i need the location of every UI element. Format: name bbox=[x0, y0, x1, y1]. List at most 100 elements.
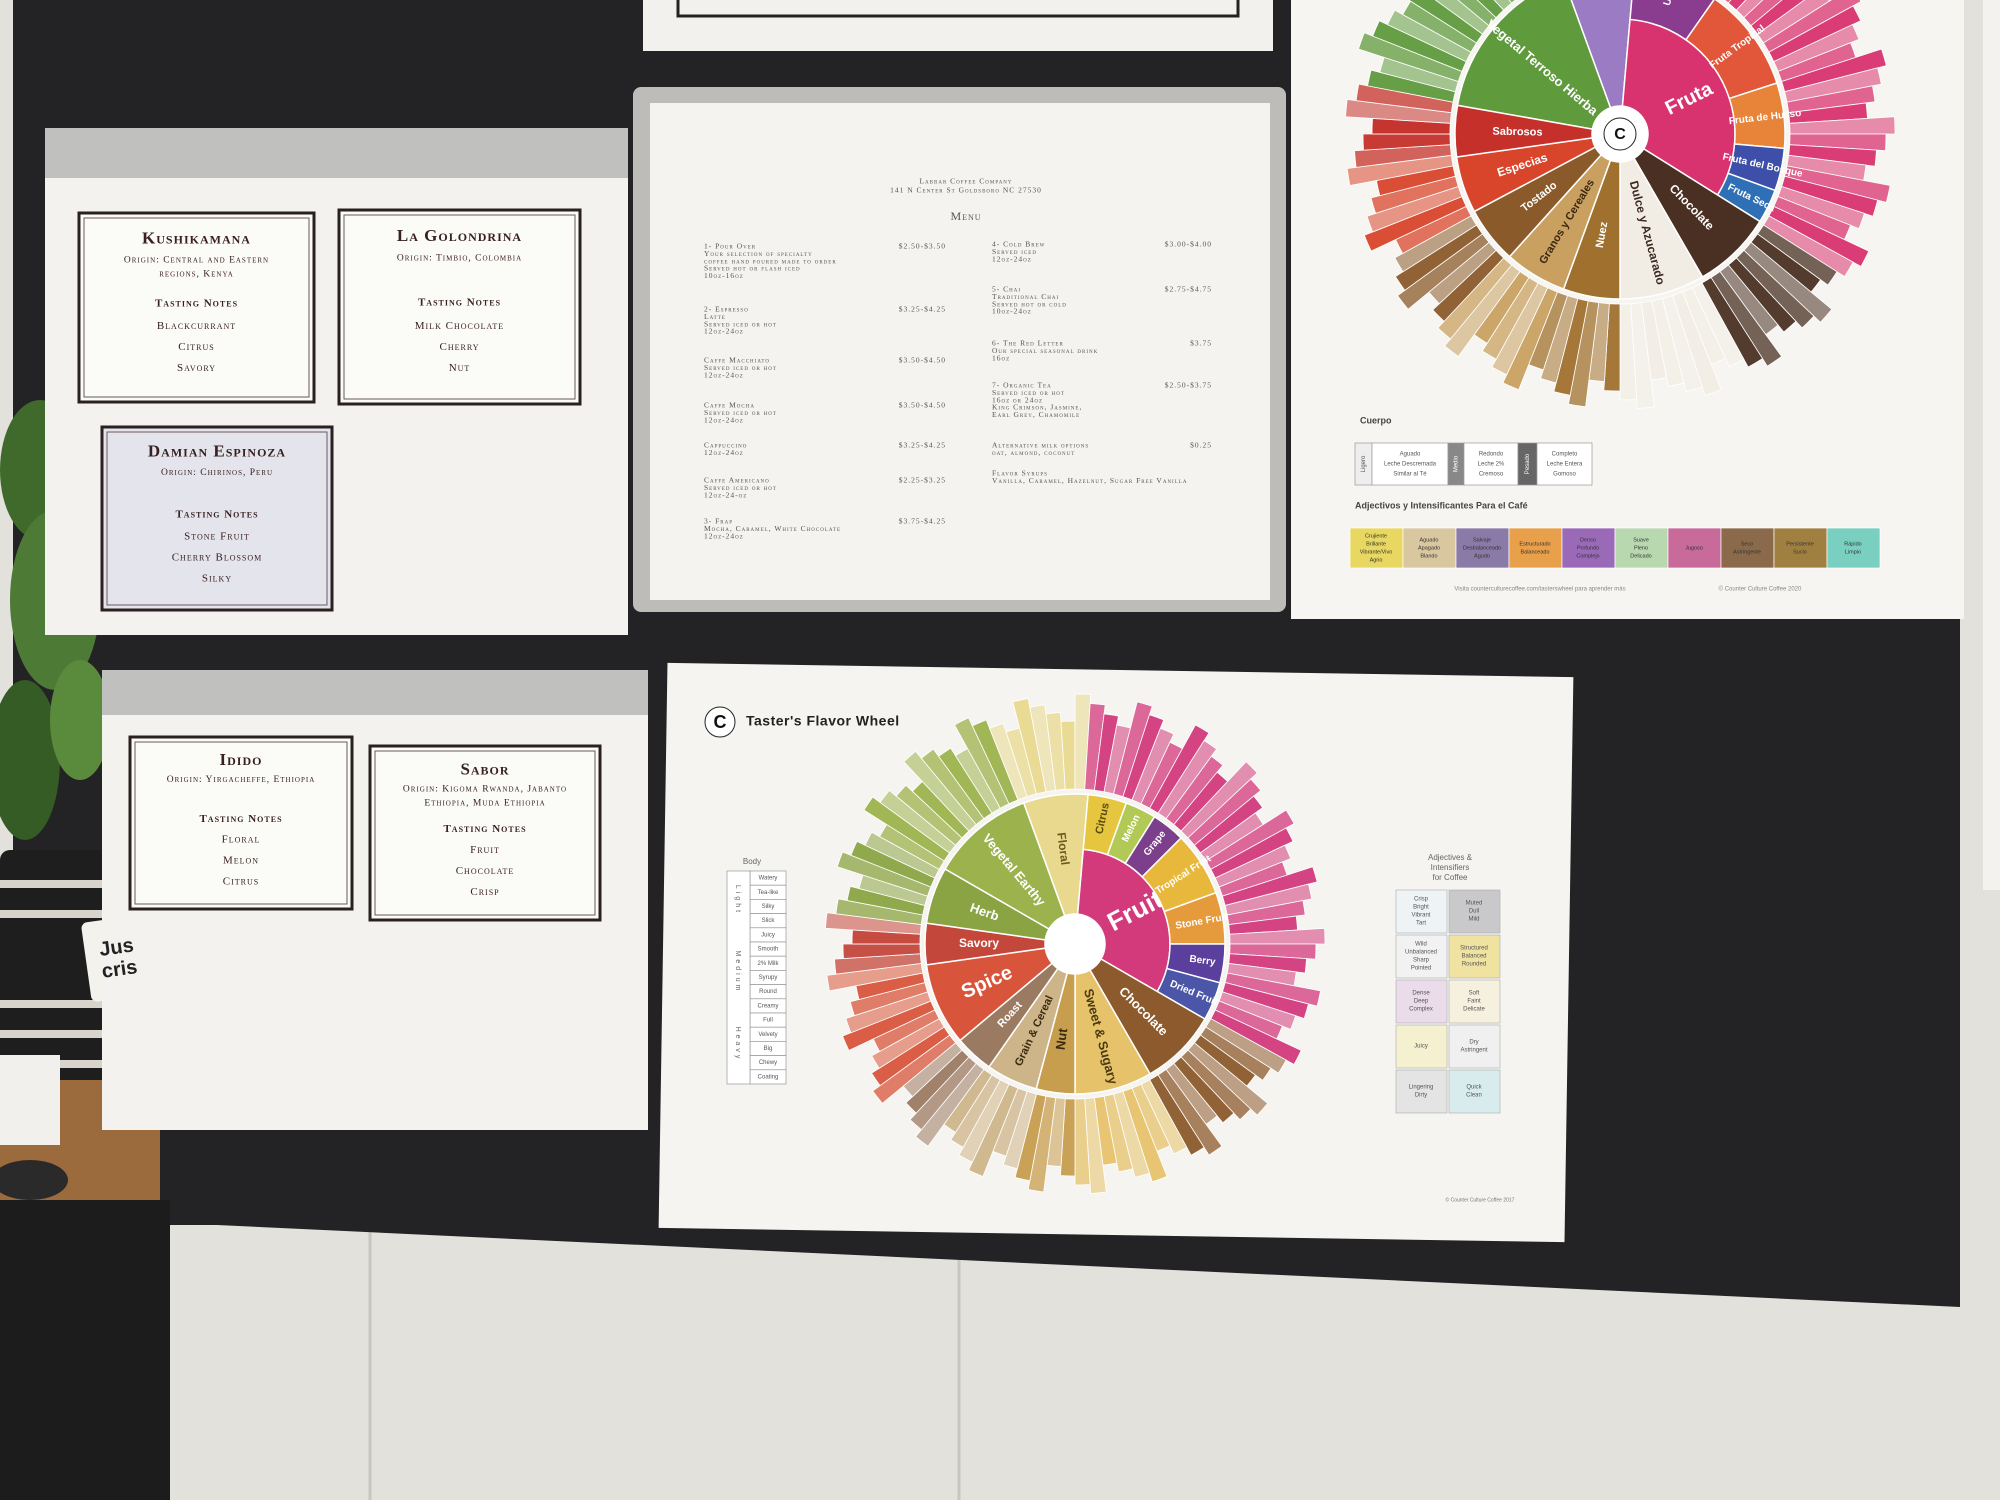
adjective-cell bbox=[1448, 889, 1501, 934]
adjective-word: Vibrante/Vivo bbox=[1360, 549, 1393, 555]
adjective-cell bbox=[1395, 1024, 1448, 1069]
wheel-label: Savory bbox=[959, 936, 999, 950]
body-item: Silky bbox=[762, 904, 775, 910]
poster-copyright: © Counter Culture Coffee 2017 bbox=[1446, 1196, 1515, 1203]
adjective-word: Astringente bbox=[1733, 549, 1761, 555]
menu-line: 12oz-24oz bbox=[992, 254, 1032, 263]
body-word: Redondo bbox=[1479, 452, 1504, 458]
logo: C bbox=[1614, 126, 1626, 143]
menu-line: Served iced or hot bbox=[704, 408, 777, 417]
card-title: Kushikamana bbox=[142, 228, 251, 247]
napkins bbox=[0, 1055, 60, 1145]
tasting-note: Nut bbox=[449, 362, 471, 374]
content: Kushikamana Origin: Central and Eastern re… bbox=[77, 117, 1881, 1203]
tasting-note: Melon bbox=[223, 855, 259, 867]
adjective-word: Crujiente bbox=[1365, 533, 1387, 539]
menu-line: 10oz-24oz bbox=[992, 307, 1032, 316]
tasting-note: Citrus bbox=[178, 341, 214, 353]
tasting-note: Fruit bbox=[470, 844, 500, 856]
adjective-word: Desbalanceado bbox=[1463, 545, 1501, 551]
adjective-box bbox=[1508, 527, 1563, 569]
adjective-word: Brillante bbox=[1366, 541, 1386, 547]
rueda-footer: Visita counterculturecoffee.com/tastersw… bbox=[1454, 587, 1625, 593]
menu-price: $3.25-$4.25 bbox=[899, 441, 946, 450]
tasting-note: Cherry bbox=[439, 341, 479, 353]
card bbox=[128, 735, 354, 911]
paper-edge bbox=[1983, 0, 2000, 890]
card-origin: Origin: Yirgacheffe, Ethiopia bbox=[167, 775, 316, 785]
menu-line: Served hot or cold bbox=[992, 299, 1067, 308]
adjective-word: Sucio bbox=[1793, 549, 1807, 555]
menu-line: 6- The Red Letter bbox=[992, 339, 1064, 348]
menu-line: 12oz-24oz bbox=[704, 327, 744, 336]
body-box bbox=[1536, 442, 1593, 486]
wheel-label: Berry bbox=[1189, 954, 1217, 968]
menu-line: 12oz-24oz bbox=[704, 448, 744, 457]
adjective-word: Unbalanced bbox=[1405, 950, 1437, 956]
menu-line: 12oz-24oz bbox=[704, 531, 744, 540]
menu-line: 12oz-24-oz bbox=[704, 490, 747, 499]
body-item: Round bbox=[759, 989, 777, 995]
menu-line: Latte bbox=[704, 312, 726, 321]
adjective-word: Deep bbox=[1414, 999, 1429, 1005]
poster-title: Taster's Flavor Wheel bbox=[746, 713, 900, 729]
adjective-box bbox=[1455, 527, 1510, 569]
adjective-word: Astringent bbox=[1460, 1048, 1487, 1054]
menu-line: Our special seasonal drink bbox=[992, 346, 1098, 355]
menu-line: 12oz-24oz bbox=[704, 370, 744, 379]
body-scale: Medium bbox=[734, 951, 741, 994]
menu-address: 141 N Center St Goldsboro NC 27530 bbox=[890, 186, 1042, 195]
adjective-word: Pointed bbox=[1411, 966, 1431, 972]
menu-line: Alternative milk options bbox=[992, 441, 1089, 450]
menu-line: King Crimson, Jasmine, bbox=[992, 403, 1082, 412]
body-word: Leche Descremada bbox=[1384, 462, 1437, 468]
adjective-word: Estructurado bbox=[1519, 541, 1550, 547]
menu-price: $0.25 bbox=[1190, 441, 1212, 450]
card-inner-border bbox=[83, 217, 310, 398]
adjective-word: Profundo bbox=[1577, 545, 1599, 551]
adjective-box bbox=[1349, 527, 1404, 569]
body-box bbox=[1371, 442, 1449, 486]
menu-line: coffee hand poured made to order bbox=[704, 256, 837, 265]
menu-line: Flavor Syrups bbox=[992, 469, 1048, 478]
card bbox=[100, 425, 334, 612]
body-item: Tea-like bbox=[758, 890, 779, 896]
tasting-note: Blackcurrant bbox=[157, 320, 236, 332]
adjectives-heading: for Coffee bbox=[1433, 873, 1469, 882]
menu-price: $3.75 bbox=[1190, 339, 1212, 348]
sheet-sleeve bbox=[102, 670, 648, 715]
flavor-bar bbox=[1371, 118, 1451, 135]
adjective-word: Dull bbox=[1469, 909, 1479, 915]
card-origin: Origin: Central and Eastern bbox=[124, 255, 269, 265]
adjective-word: Muted bbox=[1466, 901, 1483, 907]
tasting-note: Savory bbox=[177, 362, 216, 374]
menu-price: $2.50-$3.75 bbox=[1165, 381, 1212, 390]
adjective-cell bbox=[1395, 1069, 1448, 1114]
menu-line: 12oz-24oz bbox=[704, 415, 744, 424]
tasting-note: Crisp bbox=[470, 886, 499, 898]
adjective-word: Balanced bbox=[1461, 954, 1486, 960]
adjective-box bbox=[1720, 527, 1775, 569]
adjective-word: Quick bbox=[1466, 1085, 1482, 1091]
menu-line: 10oz-16oz bbox=[704, 271, 744, 280]
body-word: Medio bbox=[1454, 455, 1460, 472]
body-item: Chewy bbox=[759, 1060, 777, 1066]
body-item: Syrupy bbox=[759, 975, 778, 981]
adjective-box bbox=[1667, 527, 1722, 569]
card-origin: Ethiopia, Muda Ethiopia bbox=[424, 799, 545, 809]
card-inner-border bbox=[134, 741, 348, 905]
tasting-note: Floral bbox=[222, 834, 261, 846]
adjective-word: Agudo bbox=[1474, 553, 1490, 559]
logo-circle bbox=[1603, 117, 1637, 151]
menu-company: Labbar Coffee Company bbox=[919, 177, 1012, 186]
adjective-cell bbox=[1395, 889, 1448, 934]
logo-circle bbox=[704, 706, 736, 738]
menu-heading: Menu bbox=[950, 209, 981, 223]
adjective-word: Dirty bbox=[1415, 1093, 1427, 1099]
menu-sheet bbox=[650, 103, 1270, 600]
menu-line: Cappuccino bbox=[704, 441, 747, 450]
card-heading: Tasting Notes bbox=[418, 297, 501, 309]
menu-line: Served iced or hot bbox=[704, 319, 777, 328]
card-heading: Tasting Notes bbox=[443, 823, 526, 835]
